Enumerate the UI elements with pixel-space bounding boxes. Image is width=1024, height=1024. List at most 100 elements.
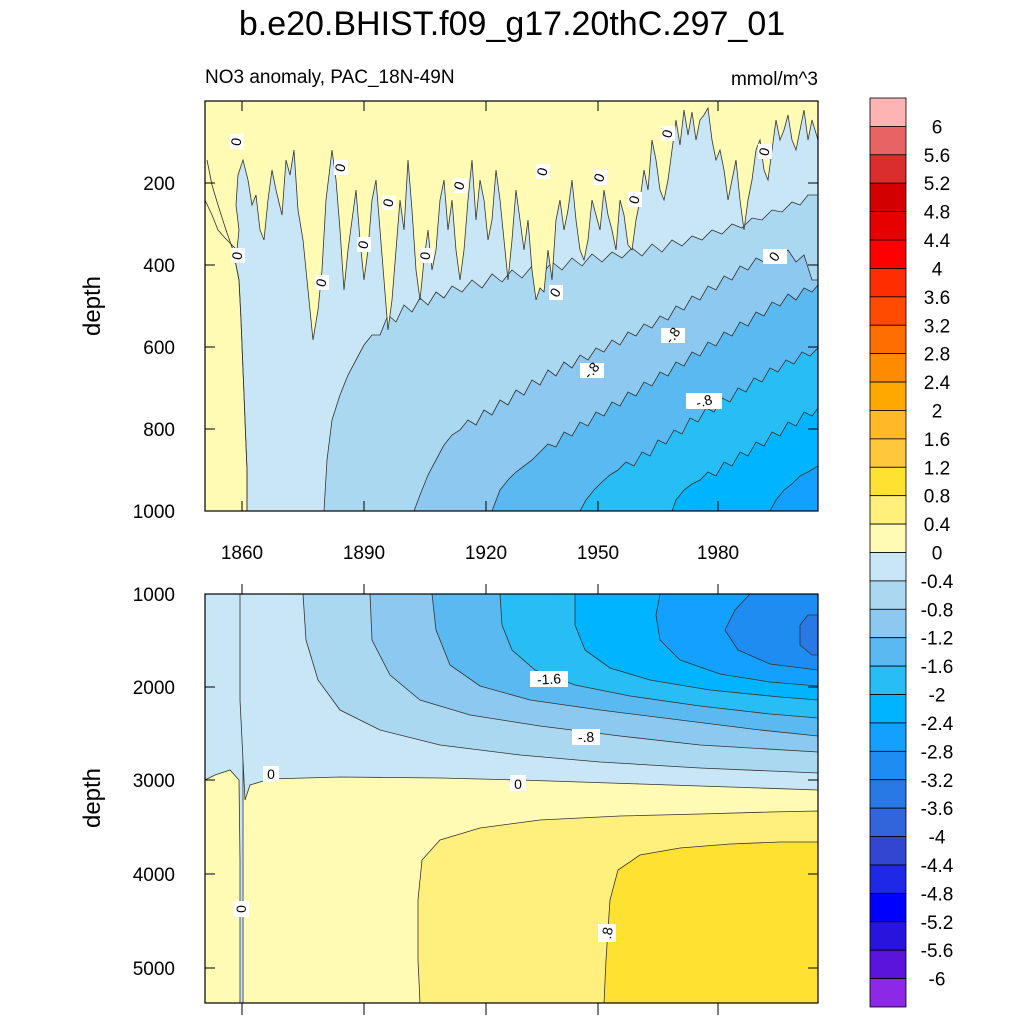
svg-text:0: 0 <box>379 197 397 209</box>
colorbar-level-label: 0.8 <box>924 487 950 508</box>
lower-band-negative-3-2 <box>724 594 818 671</box>
svg-text:0: 0 <box>331 162 349 174</box>
colorbar-swatch <box>869 126 907 156</box>
svg-text:0: 0 <box>354 239 372 251</box>
contour-label: 0 <box>263 766 279 782</box>
contour-label: 0 <box>379 195 397 210</box>
colorbar-swatch <box>869 608 907 639</box>
x-tick-label: 1980 <box>697 543 739 564</box>
colorbar-swatch <box>869 466 907 497</box>
colorbar-level-label: -3.2 <box>921 771 954 792</box>
colorbar-swatch <box>869 836 907 866</box>
contour-label: 0 <box>228 248 246 263</box>
contour-label: -.8 <box>572 729 600 746</box>
units-label: mmol/m^3 <box>731 69 818 90</box>
contour-label: .8 <box>598 924 616 942</box>
contour-label: 0 <box>755 144 773 159</box>
y-tick-label: 4000 <box>133 865 175 886</box>
svg-text:0: 0 <box>228 250 245 261</box>
colorbar-swatch <box>869 665 907 695</box>
figure-title: b.e20.BHIST.f09_g17.20thC.297_01 <box>239 5 785 43</box>
svg-text:-1.6: -1.6 <box>537 670 562 687</box>
svg-text:0: 0 <box>312 277 330 289</box>
upper-band-negative-2-4 <box>769 465 818 511</box>
y-tick-label: 800 <box>143 420 175 441</box>
colorbar-level-label: -2.4 <box>921 714 954 735</box>
svg-text:-.8: -.8 <box>577 729 594 746</box>
contour-label: 0 <box>510 775 526 792</box>
colorbar-level-label: -5.6 <box>921 941 954 962</box>
contour-label: 0 <box>450 178 468 193</box>
upper-contour-lines <box>206 159 248 511</box>
svg-text:-.8: -.8 <box>694 391 714 411</box>
colorbar-swatch <box>869 353 907 383</box>
colorbar-swatch <box>869 410 907 440</box>
colorbar-level-label: 3.2 <box>924 316 950 337</box>
lower-contour-labels: -1.6 -.8 0 0 0 .8 <box>233 670 616 942</box>
y-tick-label: 200 <box>143 174 175 195</box>
contour-label: 0 <box>227 134 245 149</box>
colorbar: 6 5.6 5.2 4.8 4.4 4 3.6 3.2 2.8 2.4 2 1.6 1.2 0.8 0.4 0… <box>869 97 954 1008</box>
lower-band-positive-0-8 <box>603 841 818 1003</box>
svg-text:0: 0 <box>267 766 275 782</box>
upper-axis-ticks <box>205 101 818 511</box>
contour-label: 0 <box>312 275 330 290</box>
colorbar-level-label: 5.2 <box>924 174 950 195</box>
colorbar-level-label: 2.4 <box>924 373 951 394</box>
contour-label: 0 <box>533 164 551 179</box>
upper-band-positive-shallow <box>205 101 818 341</box>
colorbar-level-label: 3.6 <box>924 288 950 309</box>
colorbar-swatch <box>869 694 907 724</box>
colorbar-swatch <box>869 239 907 269</box>
colorbar-swatch <box>869 750 907 781</box>
lower-y-tick-labels: 1000 2000 3000 4000 5000 <box>133 585 175 980</box>
colorbar-swatch <box>869 779 907 809</box>
svg-text:0: 0 <box>658 128 676 140</box>
contour-label: -1.6 <box>530 670 568 688</box>
contour-label: 0 <box>658 126 676 141</box>
contour-label: 0 <box>354 237 372 252</box>
upper-contour-field <box>205 101 818 511</box>
colorbar-level-label: -6 <box>929 970 946 991</box>
colorbar-swatch <box>869 495 907 525</box>
y-tick-label: 600 <box>143 338 175 359</box>
colorbar-level-label: -3.6 <box>921 799 954 820</box>
contour-label: 0 <box>233 901 249 917</box>
colorbar-swatch <box>869 438 907 468</box>
svg-text:.8: .8 <box>598 926 616 940</box>
upper-band-negative-2-0 <box>671 407 818 511</box>
contour-label: 0 <box>416 248 434 263</box>
colorbar-swatch <box>869 182 907 213</box>
contour-label: -.8 <box>580 359 604 382</box>
y-tick-label: 3000 <box>133 771 175 792</box>
svg-text:0: 0 <box>233 905 249 913</box>
colorbar-level-label: 4.4 <box>924 231 951 252</box>
colorbar-level-label: -2 <box>929 686 946 707</box>
colorbar-level-label: 4.8 <box>924 203 950 224</box>
svg-text:0: 0 <box>625 194 643 206</box>
y-tick-label: 1000 <box>133 585 175 606</box>
colorbar-level-label: -5.2 <box>921 913 954 934</box>
svg-text:0: 0 <box>533 166 551 178</box>
colorbar-level-label: 1.2 <box>924 458 950 479</box>
colorbar-swatch <box>869 324 907 355</box>
colorbar-swatch <box>869 722 907 752</box>
x-tick-labels: 1860 1890 1920 1950 1980 <box>221 543 739 564</box>
y-tick-label: 5000 <box>133 959 175 980</box>
colorbar-level-label: -4.8 <box>921 884 954 905</box>
colorbar-swatch <box>869 978 907 1008</box>
colorbar-level-label: -1.2 <box>921 629 954 650</box>
lower-band-negative-3-6 <box>799 614 818 656</box>
colorbar-swatch <box>869 580 907 610</box>
svg-text:-.8: -.8 <box>661 324 684 347</box>
colorbar-level-label: -0.4 <box>921 572 954 593</box>
colorbar-level-label: -1.6 <box>921 657 954 678</box>
colorbar-swatch <box>869 637 907 667</box>
panel-subtitle: NO3 anomaly, PAC_18N-49N <box>205 67 455 88</box>
lower-plot-frame <box>204 593 819 1004</box>
colorbar-swatch <box>869 949 907 979</box>
colorbar-swatch <box>869 921 907 951</box>
contour-label: 0 <box>590 170 608 185</box>
colorbar-swatch <box>869 807 907 837</box>
colorbar-swatch <box>869 523 907 553</box>
